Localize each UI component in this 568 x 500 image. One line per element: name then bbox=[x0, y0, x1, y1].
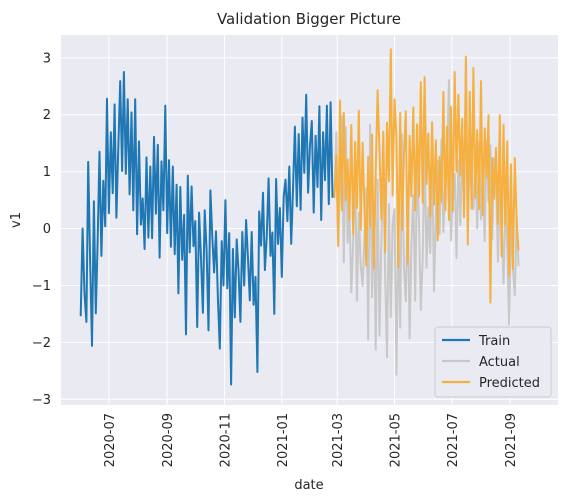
y-tick-label: 0 bbox=[43, 222, 51, 237]
y-tick-label: 1 bbox=[43, 165, 51, 180]
chart-title: Validation Bigger Picture bbox=[217, 10, 401, 28]
y-tick-label: −1 bbox=[32, 279, 51, 294]
y-tick-label: 2 bbox=[43, 108, 51, 123]
legend-label-actual: Actual bbox=[479, 355, 520, 370]
legend: Train Actual Predicted bbox=[434, 326, 552, 398]
legend-label-predicted: Predicted bbox=[479, 376, 540, 391]
legend-box bbox=[434, 326, 552, 398]
legend-label-train: Train bbox=[478, 334, 510, 349]
series-lines bbox=[79, 48, 520, 386]
x-tick-label: 2021-05 bbox=[389, 413, 404, 467]
y-axis-label: v1 bbox=[9, 212, 24, 228]
y-tick-label: −2 bbox=[32, 336, 51, 351]
x-tick-label: 2021-09 bbox=[504, 413, 519, 467]
x-tick-label: 2021-07 bbox=[446, 413, 461, 467]
y-tick-label: 3 bbox=[43, 51, 51, 66]
x-tick-label: 2020-07 bbox=[103, 413, 118, 467]
x-axis-label: date bbox=[294, 478, 323, 493]
x-tick-label: 2021-01 bbox=[276, 413, 291, 467]
x-tick-label: 2020-11 bbox=[218, 413, 233, 467]
x-tick-label: 2021-03 bbox=[331, 413, 346, 467]
tick-labels: −3 −2 −1 0 1 2 3 2020-07 2020-09 2020-11 2021-01 20… bbox=[32, 51, 519, 467]
series-line-train bbox=[79, 71, 334, 386]
series-line-predicted bbox=[333, 48, 520, 304]
x-tick-label: 2020-09 bbox=[161, 413, 176, 467]
y-tick-label: −3 bbox=[32, 393, 51, 408]
